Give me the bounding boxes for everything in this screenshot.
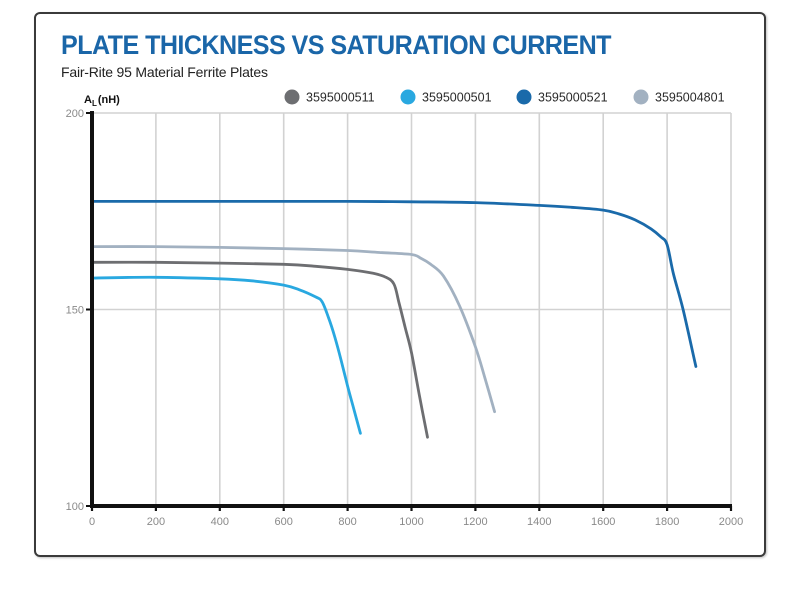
legend: 3595000511 3595000501 3595000521 3595004801 xyxy=(284,89,725,105)
chart-frame xyxy=(34,12,766,557)
x-tick-label: 1400 xyxy=(527,516,551,528)
series-layer xyxy=(90,199,698,439)
legend-item-3595004801: 3595004801 xyxy=(633,89,725,105)
y-axis-label: AL(nH) xyxy=(84,94,120,108)
x-tick-label: 1000 xyxy=(399,516,423,528)
x-tick-label: 1800 xyxy=(655,516,679,528)
x-tick-labels: 0 200 400 600 800 1000 1200 1400 1600 1800 2000 xyxy=(89,516,743,528)
x-tick-label: 400 xyxy=(211,516,229,528)
series-line-3595004801 xyxy=(90,245,496,414)
x-tick-label: 800 xyxy=(338,516,356,528)
x-tick-label: 200 xyxy=(147,516,165,528)
legend-swatch xyxy=(284,89,300,105)
chart-title: PLATE THICKNESS VS SATURATION CURRENT xyxy=(61,30,611,60)
y-tick-label: 200 xyxy=(66,108,84,120)
y-tick-labels: 100 150 200 xyxy=(66,108,84,513)
axes xyxy=(86,111,733,511)
legend-label: 3595004801 xyxy=(655,91,725,105)
legend-swatch xyxy=(633,89,649,105)
legend-swatch xyxy=(400,89,416,105)
x-tick-label: 2000 xyxy=(719,516,743,528)
legend-swatch xyxy=(516,89,532,105)
legend-item-3595000521: 3595000521 xyxy=(516,89,608,105)
y-tick-label: 150 xyxy=(66,305,84,317)
chart-subtitle: Fair-Rite 95 Material Ferrite Plates xyxy=(61,64,268,80)
series-line-3595000521 xyxy=(90,199,698,368)
legend-label: 3595000501 xyxy=(422,91,492,105)
y-tick-label: 100 xyxy=(66,501,84,513)
series-line-3595000501 xyxy=(90,275,362,435)
series-line-3595000511 xyxy=(90,260,429,439)
legend-item-3595000501: 3595000501 xyxy=(400,89,492,105)
x-tick-label: 1600 xyxy=(591,516,615,528)
x-tick-label: 1200 xyxy=(463,516,487,528)
grid-lines xyxy=(92,112,732,506)
x-tick-label: 600 xyxy=(275,516,293,528)
legend-item-3595000511: 3595000511 xyxy=(284,89,375,105)
legend-label: 3595000521 xyxy=(538,91,608,105)
x-tick-label: 0 xyxy=(89,516,95,528)
legend-label: 3595000511 xyxy=(306,91,375,105)
